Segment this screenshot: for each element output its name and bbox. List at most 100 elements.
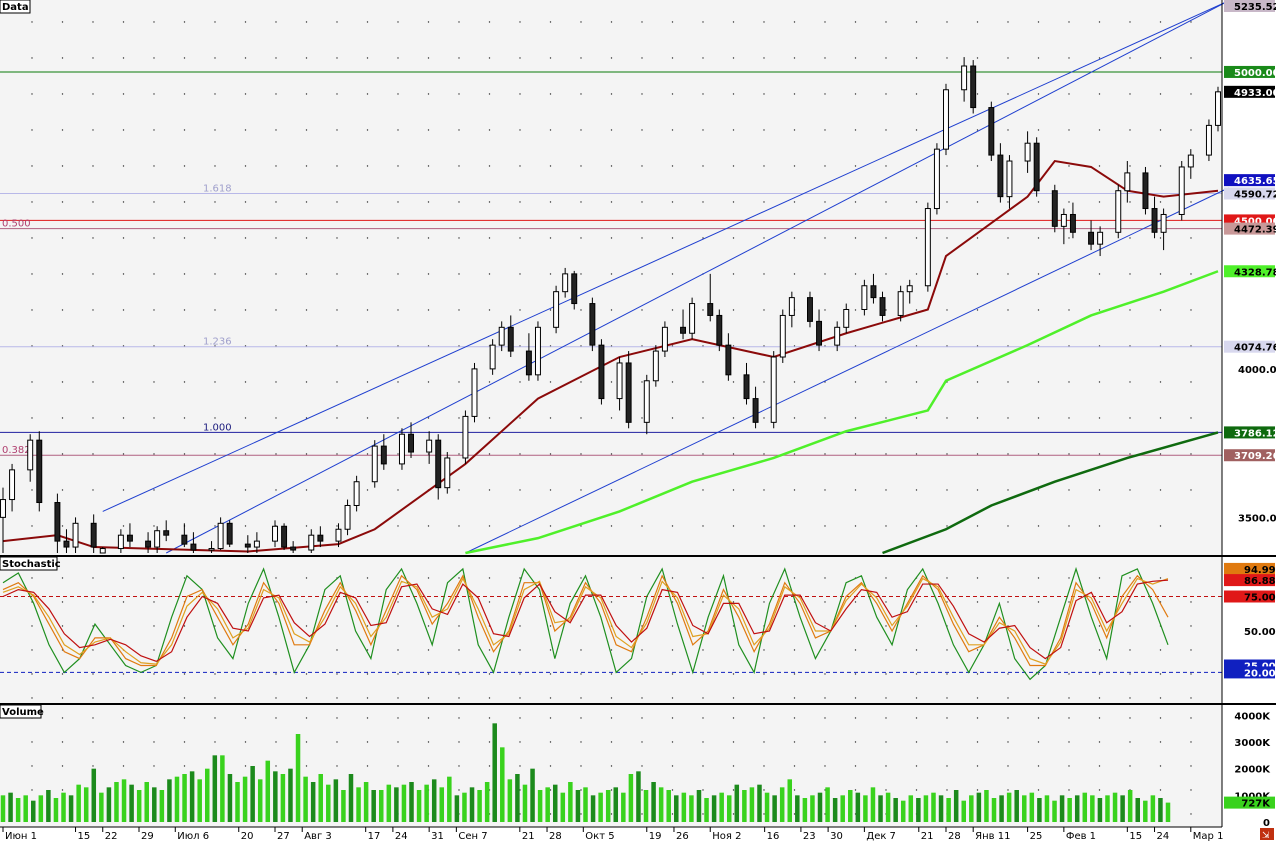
candle-body[interactable] [1215,91,1221,126]
candle-body[interactable] [190,543,197,551]
volume-bar[interactable] [825,787,830,822]
volume-bar[interactable] [900,800,906,822]
volume-bar[interactable] [734,784,740,822]
candle-body[interactable] [525,350,532,376]
volume-bar[interactable] [492,723,497,822]
volume-bar[interactable] [1059,795,1065,822]
candle-body[interactable] [571,273,578,305]
candle-body[interactable] [897,291,904,316]
candle-body[interactable] [643,380,650,423]
volume-bar[interactable] [651,782,656,822]
volume-bar[interactable] [674,795,679,822]
candle-body[interactable] [661,326,668,352]
volume-bar[interactable] [560,792,566,822]
volume-bar[interactable] [1006,792,1012,822]
volume-bar[interactable] [1052,800,1057,822]
volume-bar[interactable] [908,795,914,822]
volume-bar[interactable] [916,798,921,822]
volume-bar[interactable] [220,755,225,822]
candle-body[interactable] [498,326,505,346]
volume-bar[interactable] [318,774,323,822]
volume-bar[interactable] [1105,795,1110,822]
candle-body[interactable] [1069,213,1076,233]
candle-body[interactable] [743,374,750,400]
volume-bar[interactable] [931,792,936,822]
candle-body[interactable] [1151,208,1158,233]
candle-body[interactable] [870,285,877,299]
volume-bar[interactable] [121,779,127,822]
volume-bar[interactable] [802,798,808,822]
candle-body[interactable] [244,543,251,548]
volume-bar[interactable] [333,779,339,822]
candle-body[interactable] [253,540,260,548]
candle-body[interactable] [1051,190,1058,227]
volume-bar[interactable] [1120,795,1125,822]
candle-body[interactable] [807,297,813,322]
volume-bar[interactable] [749,787,755,822]
volume-bar[interactable] [23,795,28,822]
candle-body[interactable] [36,439,43,504]
volume-bar[interactable] [227,774,233,822]
candle-body[interactable] [1187,154,1194,168]
volume-bar[interactable] [363,782,369,822]
candle-body[interactable] [779,314,786,358]
candle-body[interactable] [1006,160,1013,198]
volume-bar[interactable] [1150,795,1156,822]
volume-bar[interactable] [976,792,982,822]
candle-body[interactable] [1033,142,1040,192]
volume-bar[interactable] [356,787,361,822]
candle-body[interactable] [961,65,968,91]
candle-body[interactable] [163,530,170,536]
candle-body[interactable] [1178,166,1185,215]
candle-body[interactable] [1115,190,1122,233]
candle-body[interactable] [63,540,70,548]
volume-bar[interactable] [212,755,218,822]
volume-bar[interactable] [817,792,823,822]
candle-body[interactable] [788,297,795,316]
candle-body[interactable] [933,148,940,210]
volume-bar[interactable] [961,800,967,822]
volume-bar[interactable] [182,774,187,822]
volume-bar[interactable] [613,787,619,822]
volume-bar[interactable] [257,779,263,822]
candle-body[interactable] [725,344,732,376]
candle-body[interactable] [816,320,823,346]
candle-body[interactable] [879,297,886,316]
volume-bar[interactable] [424,784,429,822]
volume-bar[interactable] [0,795,6,822]
candle-body[interactable] [616,362,623,400]
volume-bar[interactable] [1090,795,1095,822]
volume-bar[interactable] [1112,792,1118,822]
volume-bar[interactable] [681,792,687,822]
candle-body[interactable] [99,548,106,554]
volume-bar[interactable] [378,790,384,822]
candle-body[interactable] [308,534,315,551]
volume-bar[interactable] [991,798,997,822]
volume-bar[interactable] [174,776,180,822]
candle-body[interactable] [752,398,759,423]
candle-body[interactable] [924,208,931,287]
volume-bar[interactable] [666,790,671,822]
volume-bar[interactable] [772,795,777,822]
candle-body[interactable] [589,303,596,346]
volume-bar[interactable] [946,798,951,822]
candle-body[interactable] [652,350,659,382]
volume-bar[interactable] [469,787,475,822]
volume-bar[interactable] [477,790,482,822]
candle-body[interactable] [444,457,451,489]
volume-bar[interactable] [265,760,271,822]
volume-bar[interactable] [545,787,550,822]
candle-body[interactable] [834,326,841,346]
volume-bar[interactable] [764,792,770,822]
candle-body[interactable] [1024,142,1031,162]
volume-bar[interactable] [1029,792,1035,822]
candle-body[interactable] [281,525,288,548]
volume-bar[interactable] [893,798,898,822]
candle-body[interactable] [0,499,6,518]
volume-bar[interactable] [969,795,974,822]
volume-bar[interactable] [416,790,422,822]
volume-bar[interactable] [1022,795,1027,822]
volume-bar[interactable] [552,784,558,822]
volume-bar[interactable] [810,795,815,822]
